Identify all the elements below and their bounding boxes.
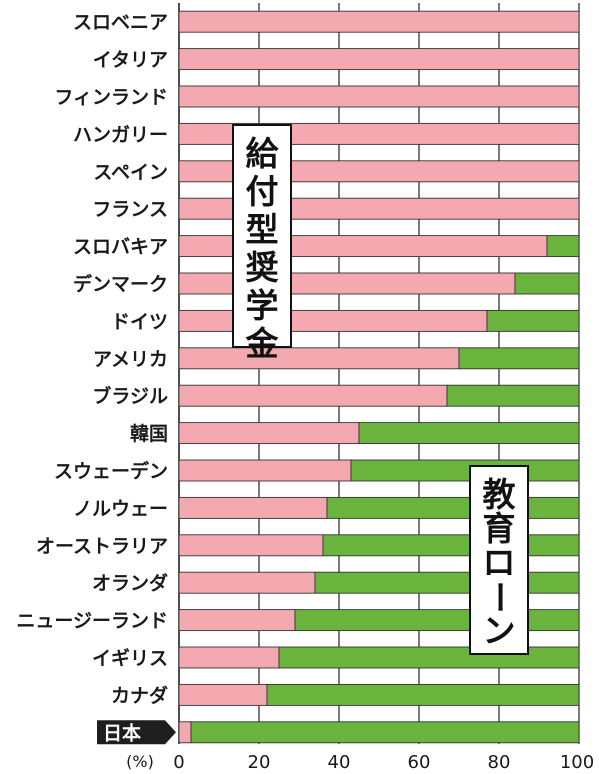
bar-segment-grant [178, 571, 316, 594]
x-tick-label: 100 [560, 752, 594, 773]
category-label: カナダ [111, 684, 168, 707]
grant-callout-char: 金 [245, 324, 280, 363]
bar-segment-loan [546, 235, 580, 258]
x-tick-label: 60 [408, 752, 431, 773]
category-label: イギリス [92, 648, 168, 670]
x-unit-label: (%) [126, 752, 154, 771]
bar-segment-grant [178, 422, 360, 445]
category-label: ハンガリー [73, 124, 168, 146]
grant-callout-char: 奨 [246, 248, 279, 287]
grant-callout-char: 給 [246, 134, 280, 173]
category-label: フィンランド [54, 87, 168, 109]
bar-segment-loan [350, 459, 580, 482]
x-tick-label: 0 [173, 752, 184, 773]
bar-segment-loan [322, 534, 580, 557]
bar-segment-grant [178, 85, 580, 108]
bar-segment-grant [178, 347, 460, 370]
category-label: スロバキア [73, 236, 168, 258]
bar-segment-loan [190, 721, 580, 744]
x-tick-label: 40 [328, 752, 351, 773]
bar-segment-grant [178, 534, 324, 557]
bar-segment-grant [178, 721, 192, 744]
highlight-arrow-tag [97, 720, 176, 745]
category-label: フランス [92, 199, 168, 221]
x-axis: 0 20 40 60 80 100 (%) [126, 752, 594, 773]
category-label: ドイツ [111, 311, 168, 333]
category-label: ブラジル [92, 385, 168, 408]
bar-segment-grant [178, 496, 328, 519]
bar-segment-loan [278, 646, 580, 669]
grant-callout-char: 型 [246, 210, 279, 249]
category-label: スロベニア [73, 12, 168, 34]
bar-segment-loan [314, 571, 580, 594]
bar-segment-loan [514, 272, 580, 295]
grant-callout-box [232, 124, 292, 348]
category-label-highlight: 日本 [103, 721, 141, 744]
category-label: デンマーク [73, 273, 168, 296]
loan-callout-char: ン [483, 611, 516, 650]
grant-callout-char: 学 [246, 286, 279, 325]
category-label: 韓国 [130, 422, 168, 445]
bar-segment-loan [358, 422, 580, 445]
loan-callout-char: ロ [483, 543, 516, 582]
loan-callout-box [469, 465, 529, 655]
bar-segment-grant [178, 384, 448, 407]
x-tick-label: 80 [488, 752, 511, 773]
category-label: ニュージーランド [16, 610, 168, 632]
category-label: オランダ [92, 572, 168, 595]
category-label: ノルウェー [73, 498, 168, 520]
loan-callout-char: 教 [483, 475, 516, 514]
bar-segment-loan [486, 309, 580, 332]
bar-segment-grant [178, 272, 516, 295]
bar-segment-loan [266, 683, 580, 706]
loan-callout-char: ー [480, 581, 519, 614]
category-label: アメリカ [93, 348, 168, 370]
loan-callout-char: 育 [483, 509, 516, 548]
grant-callout-char: 付 [246, 172, 279, 211]
bar-segment-grant [178, 609, 296, 632]
x-tick-label: 20 [248, 752, 271, 773]
bar-segment-grant [178, 309, 488, 332]
bar-segment-loan [458, 347, 580, 370]
bar-segment-loan [326, 496, 580, 519]
category-label: イタリア [93, 49, 168, 71]
category-label: スペイン [93, 161, 168, 183]
bar-segment-grant [178, 683, 268, 706]
category-label: オーストラリア [36, 535, 168, 557]
bar-segment-grant [178, 646, 280, 669]
category-labels: スロベニアイタリアフィンランドハンガリースペインフランススロバキアデンマークドイ… [16, 12, 176, 745]
bar-segment-grant [178, 10, 580, 33]
bar-segment-loan [446, 384, 580, 407]
bar-segment-grant [178, 459, 352, 482]
bar-segment-grant [178, 48, 580, 71]
category-label: スウェーデン [54, 460, 168, 483]
bar-segment-loan [294, 609, 580, 632]
